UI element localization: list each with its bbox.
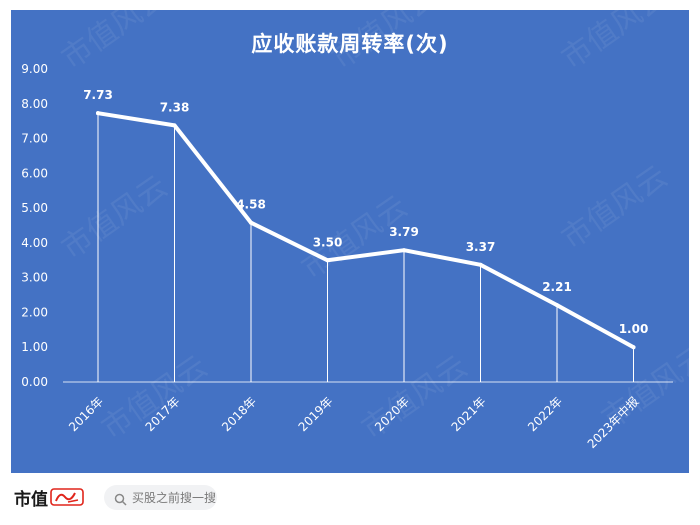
x-tick-label: 2021年 xyxy=(449,394,489,434)
y-tick-label: 9.00 xyxy=(21,62,48,76)
footer-bar: 市值 买股之前搜一搜 xyxy=(0,474,700,525)
data-label: 2.21 xyxy=(542,280,572,294)
data-label: 7.38 xyxy=(160,100,190,114)
y-tick-label: 3.00 xyxy=(21,271,48,285)
data-label: 1.00 xyxy=(619,322,649,336)
y-tick-label: 6.00 xyxy=(21,166,48,180)
brand-logo[interactable]: 市值 xyxy=(14,486,84,510)
y-tick-label: 5.00 xyxy=(21,201,48,215)
y-tick-label: 0.00 xyxy=(21,375,48,389)
series-line xyxy=(96,111,636,350)
chart-title: 应收账款周转率(次) xyxy=(251,32,449,56)
data-point xyxy=(478,262,483,267)
data-point xyxy=(631,345,636,350)
y-tick-label: 7.00 xyxy=(21,132,48,146)
data-point xyxy=(96,111,100,116)
x-tick-label: 2018年 xyxy=(219,394,259,434)
data-point xyxy=(555,303,559,308)
search-box[interactable]: 买股之前搜一搜 xyxy=(104,485,217,510)
y-tick-label: 2.00 xyxy=(21,305,48,319)
y-tick-label: 1.00 xyxy=(21,340,48,354)
data-label: 3.37 xyxy=(466,240,496,254)
data-point xyxy=(402,248,406,253)
brand-mark-icon xyxy=(50,487,84,507)
data-label: 4.58 xyxy=(236,198,266,212)
y-tick-label: 4.00 xyxy=(21,236,48,250)
data-point xyxy=(325,258,330,263)
watermark-text: 市值风云 xyxy=(556,159,674,256)
watermark-text: 市值风云 xyxy=(56,169,174,266)
data-label: 3.79 xyxy=(389,225,419,239)
data-point xyxy=(249,220,253,225)
search-placeholder: 买股之前搜一搜 xyxy=(132,491,217,505)
chart-panel: 市值风云 市值风云 市值风云 市值风云 市值风云 市值风云 市值风云 市值风云 市值风云 0.00… xyxy=(11,10,689,473)
x-tick-label: 2022年 xyxy=(525,394,565,434)
x-tick-label: 2019年 xyxy=(296,394,336,434)
data-point xyxy=(172,123,177,128)
data-label: 3.50 xyxy=(313,235,343,249)
search-icon xyxy=(114,491,127,506)
y-tick-label: 8.00 xyxy=(21,97,48,111)
brand-name: 市值 xyxy=(14,489,48,510)
data-label: 7.73 xyxy=(83,88,113,102)
